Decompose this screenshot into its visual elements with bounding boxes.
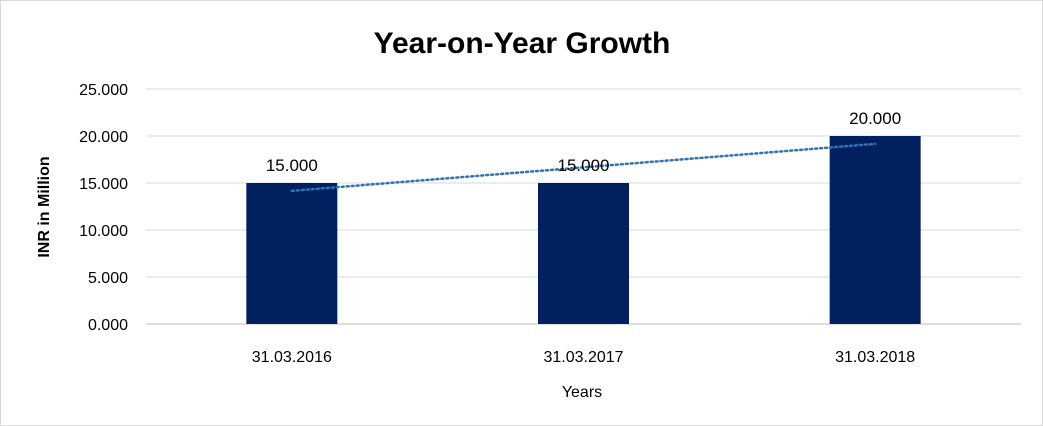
x-tick-label: 31.03.2017 — [543, 349, 623, 366]
x-tick-label: 31.03.2018 — [835, 349, 915, 366]
trendline-group — [290, 142, 877, 193]
bar — [829, 136, 921, 324]
y-tick-label: 0.000 — [88, 317, 128, 334]
trendline — [290, 142, 877, 193]
data-label: 20.000 — [849, 109, 901, 128]
data-label: 15.000 — [266, 156, 318, 175]
x-axis-title: Years — [562, 384, 602, 401]
bar — [246, 183, 338, 324]
data-label: 15.000 — [558, 156, 610, 175]
y-axis-title: INR in Million — [36, 156, 53, 257]
x-tick-label: 31.03.2016 — [252, 349, 332, 366]
x-axis-ticks: 31.03.2016 31.03.2017 31.03.2018 — [252, 349, 916, 366]
y-tick-label: 10.000 — [79, 223, 128, 240]
chart-title: Year-on-Year Growth — [374, 27, 671, 60]
bar — [538, 183, 629, 324]
y-tick-label: 15.000 — [79, 176, 128, 193]
y-tick-label: 25.000 — [79, 82, 128, 99]
y-axis-ticks: 0.000 5.000 10.000 15.000 20.000 25.000 — [79, 82, 128, 334]
bars — [246, 136, 921, 324]
data-labels: 15.000 15.000 20.000 — [266, 109, 901, 175]
y-tick-label: 5.000 — [88, 270, 128, 287]
y-tick-label: 20.000 — [79, 129, 128, 146]
